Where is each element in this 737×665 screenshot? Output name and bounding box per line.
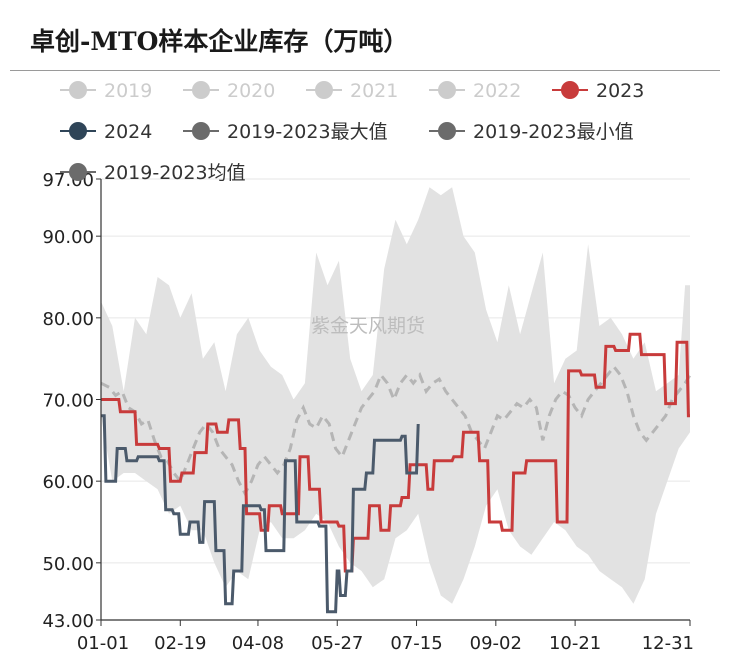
y-tick-label-6: 43.00 [42, 611, 94, 632]
series-2023-line [101, 332, 690, 573]
series-2024 [101, 414, 420, 614]
legend-label-1: 2020 [227, 80, 275, 102]
legend-label-2: 2021 [350, 80, 398, 102]
mean-line [100, 364, 692, 497]
legend-item-2019: 2019 [60, 80, 152, 102]
legend-marker-4 [561, 81, 579, 99]
legend-label-4: 2023 [596, 80, 644, 102]
legend-marker-8 [69, 163, 87, 181]
legend-marker-1 [192, 81, 210, 99]
legend-marker-0 [69, 81, 87, 99]
y-tick-label-2: 80.00 [42, 309, 94, 330]
legend-item-2023: 2023 [552, 80, 644, 102]
x-tick-label-0: 01-01 [77, 633, 129, 654]
legend-marker-6 [192, 122, 210, 140]
mean-series [100, 364, 692, 497]
x-tick-label-6: 10-21 [549, 633, 601, 654]
legend-marker-5 [69, 122, 87, 140]
legend-label-3: 2022 [473, 80, 521, 102]
x-tick-label-4: 07-15 [390, 633, 442, 654]
legend-item-2019-2023均值: 2019-2023均值 [60, 162, 246, 184]
y-tick-label-3: 70.00 [42, 391, 94, 412]
legend: 2019 2020 2021 2022 2023 2024 2019-2023最大值 2019… [60, 80, 644, 184]
x-tick-label-7: 12-31 [642, 633, 694, 654]
x-tick-label-3: 05-27 [311, 633, 363, 654]
title-divider [10, 70, 720, 71]
series-2024-line [101, 414, 420, 614]
series-2023 [101, 332, 690, 573]
legend-label-0: 2019 [104, 80, 152, 102]
x-axis-ticks: 01-01 02-19 04-08 05-27 07-15 09-02 10-21 12-31 [77, 620, 694, 654]
chart-title: 卓创-MTO样本企业库存（万吨） [30, 27, 409, 56]
x-tick-label-2: 04-08 [232, 633, 284, 654]
x-tick-label-1: 02-19 [154, 633, 206, 654]
legend-marker-3 [438, 81, 456, 99]
legend-item-2022: 2022 [429, 80, 521, 102]
legend-item-2020: 2020 [183, 80, 275, 102]
legend-item-2021: 2021 [306, 80, 398, 102]
legend-label-8: 2019-2023均值 [104, 162, 246, 184]
legend-label-5: 2024 [104, 121, 152, 143]
y-tick-label-4: 60.00 [42, 472, 94, 493]
legend-item-2019-2023最大值: 2019-2023最大值 [183, 121, 388, 143]
legend-label-7: 2019-2023最小值 [473, 121, 634, 143]
x-tick-label-5: 09-02 [470, 633, 522, 654]
legend-item-2019-2023最小值: 2019-2023最小值 [429, 121, 634, 143]
watermark: 紫金天风期货 [311, 315, 425, 337]
legend-label-6: 2019-2023最大值 [227, 121, 388, 143]
legend-marker-7 [438, 122, 456, 140]
y-tick-label-1: 90.00 [42, 227, 94, 248]
legend-item-2024: 2024 [60, 121, 152, 143]
y-tick-label-5: 50.00 [42, 554, 94, 575]
legend-marker-2 [315, 81, 333, 99]
